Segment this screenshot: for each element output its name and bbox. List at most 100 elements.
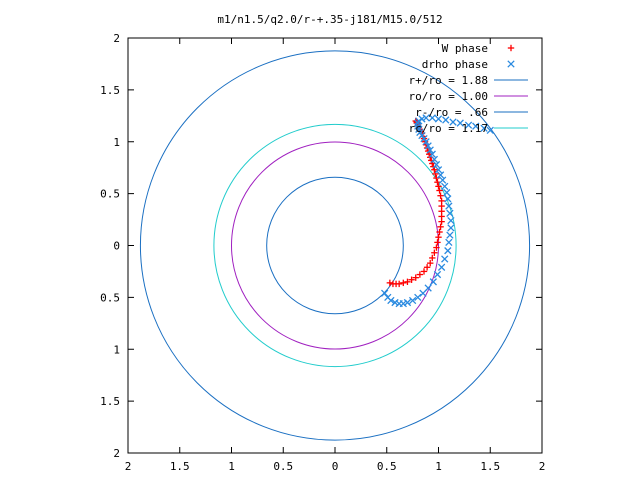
drho-phase-point [430, 155, 439, 164]
y-tick-label: 2 [113, 32, 120, 45]
x-tick-label: 0.5 [273, 460, 293, 473]
drho-phase-point [381, 289, 389, 297]
legend-label: ro/ro = 1.00 [409, 90, 488, 103]
marker-stroke [445, 238, 453, 247]
drho-phase-point [387, 296, 395, 305]
drho-phase-point [434, 166, 443, 174]
w-phase-point [404, 278, 411, 286]
drho-phase-point [436, 171, 445, 179]
drho-phase-point [424, 284, 432, 292]
drho-phase-point [441, 182, 449, 191]
marker-stroke [444, 195, 452, 203]
radius-circle [213, 123, 457, 368]
drho-phase-point [403, 298, 412, 307]
x-tick-label: 1 [228, 460, 235, 473]
w-phase-point [433, 174, 440, 182]
y-tick-label: 1.5 [100, 395, 120, 408]
legend-label: rc/ro = 1.17 [409, 122, 488, 135]
marker-stroke [422, 114, 430, 122]
w-phase-point [437, 192, 444, 199]
marker-stroke [443, 188, 451, 197]
x-tick-label: 0 [332, 460, 339, 473]
w-phase-point [423, 144, 431, 152]
w-phase-point [427, 259, 434, 267]
w-phase-point [432, 170, 439, 178]
w-phase-point [435, 234, 442, 241]
drho-phase-point [426, 146, 434, 154]
marker-stroke [415, 125, 423, 133]
marker-stroke [438, 176, 447, 184]
w-phase-point [438, 197, 445, 205]
y-tick-label: 0 [113, 240, 120, 253]
marker-stroke [436, 171, 445, 179]
w-phase-point [424, 147, 432, 155]
w-phase-point [434, 179, 441, 186]
marker-stroke [446, 209, 454, 217]
chart-title: m1/n1.5/q2.0/r-+.35-j181/M15.0/512 [217, 13, 442, 26]
y-tick-label: 0.5 [100, 291, 120, 304]
marker-stroke [430, 155, 439, 164]
drho-phase-point [446, 231, 454, 239]
w-phase-point [395, 280, 403, 288]
w-phase-point [400, 279, 407, 287]
w-phase-point [429, 254, 436, 262]
drho-phase-point [480, 124, 488, 132]
marker-stroke [441, 182, 449, 191]
legend: W phase drho phase r+/ro = 1.88 ro/ro = 1.0… [409, 42, 528, 135]
marker-stroke [449, 118, 457, 126]
w-phase-point [434, 239, 441, 246]
marker-stroke [486, 126, 494, 134]
drho-phase-point [447, 224, 455, 232]
y-axis: 2 1.5 1 0.5 0 0.5 1 1.5 2 [100, 32, 542, 460]
marker-stroke [445, 202, 453, 210]
drho-phase-point [447, 216, 455, 225]
drho-phase-point [428, 150, 436, 158]
legend-marker-sample [507, 44, 515, 52]
marker-stroke [437, 263, 446, 271]
w-phase-point [433, 244, 440, 251]
marker-stroke [433, 270, 442, 279]
radius-circle [266, 176, 404, 315]
marker-stroke [387, 296, 395, 305]
drho-phase-point [432, 160, 441, 169]
drho-phase-point [445, 202, 453, 210]
w-phase-point [422, 141, 430, 149]
x-tick-label: 0.5 [377, 460, 397, 473]
marker-stroke [428, 150, 436, 158]
drho-phase-point [442, 116, 450, 124]
drho-phase-point [446, 209, 454, 217]
w-phase-point [436, 187, 443, 194]
marker-stroke [403, 298, 412, 307]
marker-stroke [472, 122, 480, 130]
drho-phase-point [456, 119, 464, 127]
marker-stroke [429, 278, 437, 286]
x-tick-label: 2 [125, 460, 132, 473]
marker-stroke [422, 138, 430, 146]
marker-stroke [426, 146, 434, 154]
legend-label: r-/ro = .66 [415, 106, 488, 119]
marker-stroke [428, 114, 436, 122]
marker-stroke [381, 289, 389, 297]
drho-phase-point [428, 114, 436, 122]
marker-stroke [424, 284, 432, 292]
marker-stroke [424, 142, 432, 150]
marker-stroke [420, 134, 428, 143]
w-phase-point [431, 166, 438, 173]
marker-stroke [447, 224, 455, 232]
drho-phase-point [414, 293, 422, 302]
drho-phase-point [437, 263, 446, 271]
marker-stroke [418, 131, 426, 140]
marker-stroke [507, 60, 515, 68]
w-phase-point [436, 228, 443, 236]
legend-label: drho phase [422, 58, 488, 71]
legend-marker-sample [507, 60, 515, 68]
w-phase-point [386, 279, 394, 287]
drho-phase-point [438, 176, 447, 184]
drho-phase-point [486, 126, 494, 134]
marker-stroke [416, 128, 424, 137]
marker-stroke [434, 115, 443, 123]
marker-stroke [456, 119, 464, 127]
reference-circles [139, 50, 531, 441]
w-phase-point [435, 183, 442, 190]
phase-points [381, 114, 494, 308]
